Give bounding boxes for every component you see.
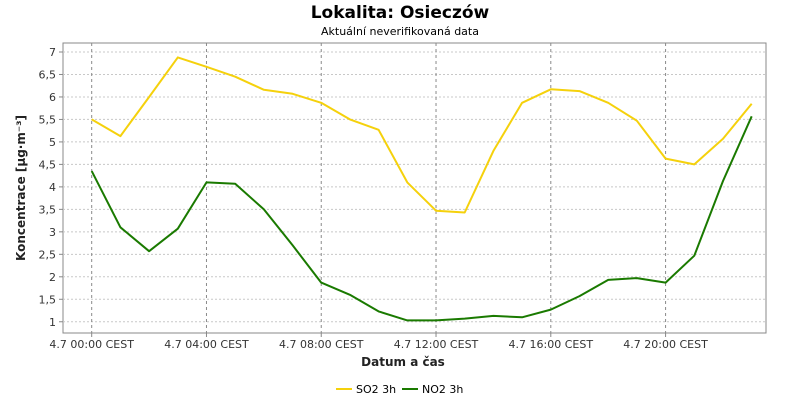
series-line-no2	[90, 115, 753, 322]
x-axis-ticks: 4.7 00:00 CEST 4.7 04:00 CEST 4.7 08:00 CE…	[49, 333, 708, 351]
chart-title: Lokalita: Osieczów	[311, 3, 490, 23]
series-lines	[90, 56, 753, 322]
series-line-so2	[91, 56, 753, 214]
x-gridlines	[91, 43, 667, 333]
x-tick-label: 4.7 16:00 CEST	[509, 338, 594, 351]
y-tick-label: 6	[49, 91, 56, 104]
y-tick-label: 4	[49, 181, 56, 194]
x-tick-label: 4.7 12:00 CEST	[394, 338, 479, 351]
y-tick-label: 3,5	[39, 203, 57, 216]
plot-area	[62, 42, 767, 334]
y-tick-label: 4,5	[39, 158, 57, 171]
x-tick-label: 4.7 20:00 CEST	[623, 338, 708, 351]
y-axis-label: Koncentrace [µg·m⁻³]	[14, 115, 28, 261]
y-tick-label: 1	[49, 316, 56, 329]
y-tick-label: 7	[49, 46, 56, 59]
x-tick-label: 4.7 08:00 CEST	[279, 338, 364, 351]
y-tick-label: 6,5	[39, 68, 57, 81]
x-tick-label: 4.7 00:00 CEST	[49, 338, 134, 351]
y-tick-label: 5	[49, 136, 56, 149]
y-tick-label: 2	[49, 271, 56, 284]
legend: SO2 3h NO2 3h	[336, 383, 463, 396]
legend-label-no2: NO2 3h	[422, 383, 463, 396]
y-tick-label: 2,5	[39, 248, 57, 261]
y-tick-label: 3	[49, 226, 56, 239]
x-axis-label: Datum a čas	[361, 355, 445, 369]
x-tick-label: 4.7 04:00 CEST	[164, 338, 249, 351]
chart-subtitle: Aktuální neverifikovaná data	[321, 25, 479, 38]
y-tick-label: 5,5	[39, 113, 57, 126]
y-axis-ticks: 1 1,5 2 2,5 3 3,5 4 4,5 5 5,5 6 6,5 7	[39, 46, 63, 329]
y-gridlines	[63, 51, 766, 323]
legend-label-so2: SO2 3h	[356, 383, 396, 396]
y-tick-label: 1,5	[39, 293, 57, 306]
